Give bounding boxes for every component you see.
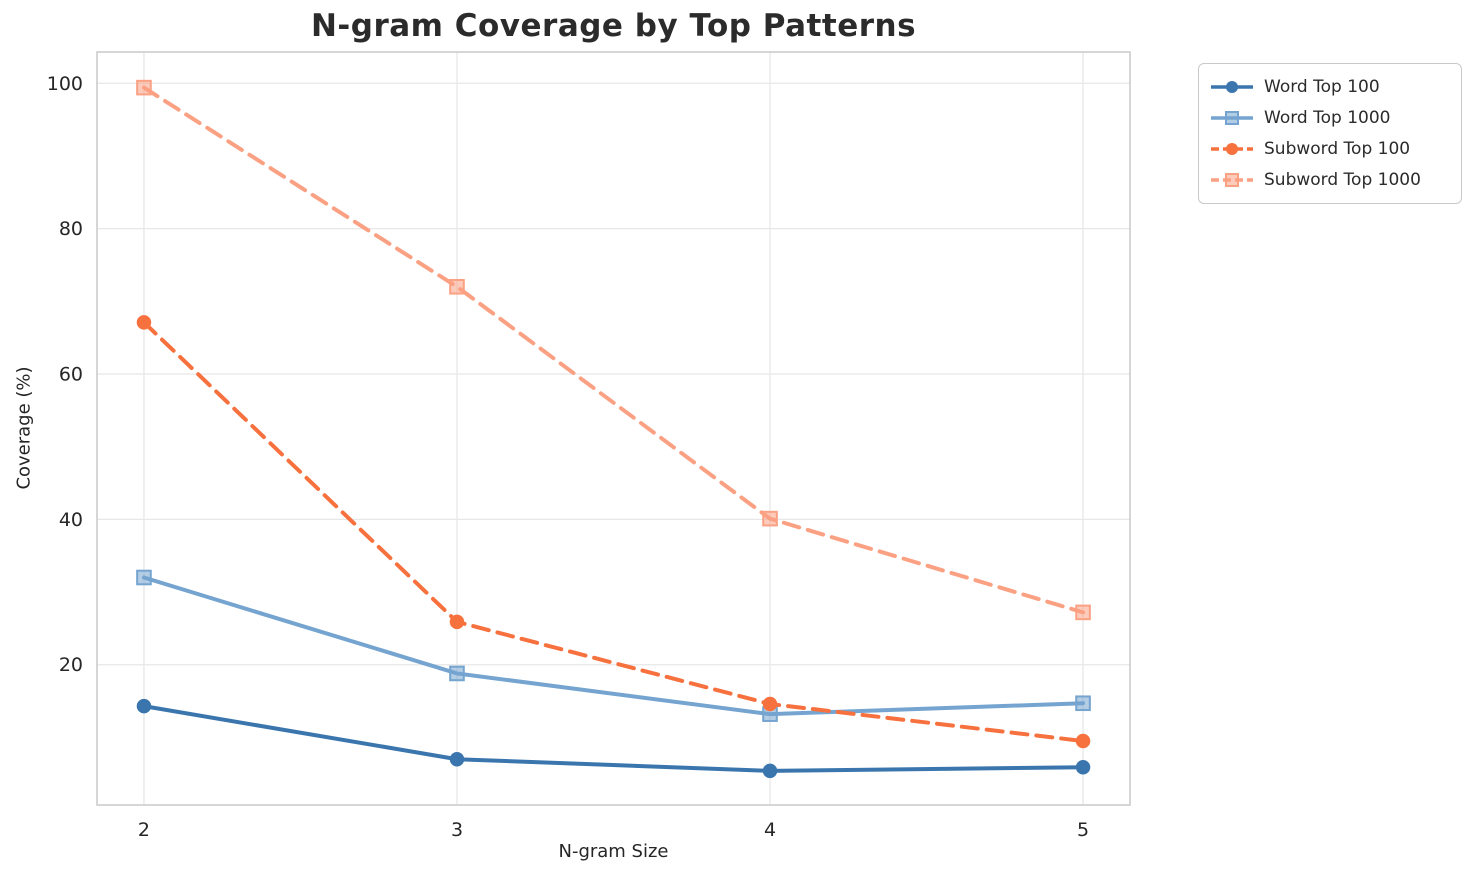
legend: Word Top 100 Word Top 1000 Subword Top 100… xyxy=(1198,63,1462,204)
data-point-marker xyxy=(449,614,465,630)
legend-marker-square-icon xyxy=(1211,111,1253,125)
legend-item-subword-top-1000: Subword Top 1000 xyxy=(1209,168,1449,192)
data-point-marker xyxy=(762,510,778,527)
data-point-marker xyxy=(449,751,465,767)
legend-item-subword-top-100: Subword Top 100 xyxy=(1209,137,1449,161)
series-subword-top-1000 xyxy=(136,79,1091,621)
legend-marker xyxy=(1225,111,1239,125)
y-tick-label: 60 xyxy=(59,363,83,385)
data-point-marker xyxy=(136,698,152,714)
legend-label: Word Top 100 xyxy=(1264,77,1380,97)
legend-marker-square-icon xyxy=(1211,173,1253,187)
tick-labels: 20 40 60 80 100 2 3 4 5 xyxy=(47,73,1089,841)
data-point-marker xyxy=(762,763,778,779)
data-point-marker xyxy=(136,315,152,330)
y-tick-label: 100 xyxy=(47,73,83,95)
data-point-marker xyxy=(1075,695,1091,712)
data-point-marker xyxy=(1075,604,1091,621)
x-tick-label: 2 xyxy=(138,819,150,841)
series-subword-top-100 xyxy=(136,315,1091,749)
data-point-marker xyxy=(762,696,778,712)
y-tick-label: 40 xyxy=(59,509,83,531)
y-tick-label: 80 xyxy=(59,218,83,240)
data-point-marker xyxy=(136,79,152,96)
x-axis-label: N-gram Size xyxy=(558,841,669,862)
legend-marker xyxy=(1226,143,1238,155)
x-tick-label: 3 xyxy=(451,819,463,841)
gridlines xyxy=(97,52,1130,805)
legend-item-word-top-100: Word Top 100 xyxy=(1209,75,1449,99)
legend-label: Word Top 1000 xyxy=(1264,108,1391,128)
x-tick-label: 4 xyxy=(764,819,776,841)
data-point-marker xyxy=(136,569,152,586)
data-point-marker xyxy=(1075,759,1091,775)
data-point-marker xyxy=(449,278,465,295)
series-line-subword-top-100 xyxy=(141,320,1086,744)
series-word-top-100 xyxy=(136,698,1091,779)
series-word-top-1000 xyxy=(136,569,1091,722)
data-point-marker xyxy=(449,665,465,682)
plot-area-border xyxy=(96,51,1131,806)
legend-label: Subword Top 100 xyxy=(1264,139,1411,159)
data-point-marker xyxy=(1075,733,1091,749)
series-line-word-top-100 xyxy=(141,704,1086,773)
legend-marker-circle-icon xyxy=(1211,81,1253,93)
chart-title: N-gram Coverage by Top Patterns xyxy=(310,8,917,44)
y-tick-label: 20 xyxy=(59,654,83,676)
legend-marker xyxy=(1225,173,1239,187)
y-axis-label: Coverage (%) xyxy=(13,366,35,490)
legend-item-word-top-1000: Word Top 1000 xyxy=(1209,106,1449,130)
legend-marker xyxy=(1226,81,1238,93)
legend-marker-circle-icon xyxy=(1211,143,1253,155)
series-line-subword-top-1000 xyxy=(141,85,1086,615)
series-line-word-top-1000 xyxy=(141,575,1086,717)
legend-label: Subword Top 1000 xyxy=(1264,170,1421,190)
x-tick-label: 5 xyxy=(1077,819,1089,841)
